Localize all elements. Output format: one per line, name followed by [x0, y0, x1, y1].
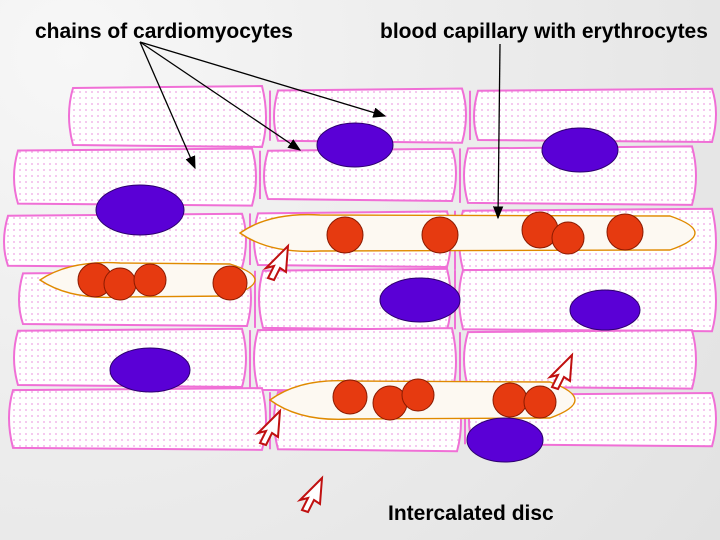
erythrocyte [493, 383, 527, 417]
cardiac-muscle-diagram [0, 0, 720, 540]
erythrocyte [333, 380, 367, 414]
cardiomyocyte [464, 330, 696, 388]
erythrocyte [213, 266, 247, 300]
label-chains: chains of cardiomyocytes [35, 20, 293, 44]
erythrocyte [327, 217, 363, 253]
erythrocyte [402, 379, 434, 411]
cardiomyocyte [69, 86, 266, 147]
nucleus [467, 418, 543, 462]
nucleus [570, 290, 640, 330]
label-intercalated: Intercalated disc [388, 502, 554, 526]
erythrocyte [552, 222, 584, 254]
erythrocyte [373, 386, 407, 420]
nucleus [110, 348, 190, 392]
intercalated-disc-pointer [300, 478, 322, 512]
nucleus [96, 185, 184, 235]
nucleus [317, 123, 393, 167]
erythrocyte [134, 264, 166, 296]
nucleus [542, 128, 618, 172]
nucleus [380, 278, 460, 322]
erythrocyte [104, 268, 136, 300]
erythrocyte [422, 217, 458, 253]
label-capillary: blood capillary with erythrocytes [380, 20, 708, 44]
cardiomyocyte [9, 388, 266, 450]
erythrocyte [607, 214, 643, 250]
erythrocyte [524, 386, 556, 418]
